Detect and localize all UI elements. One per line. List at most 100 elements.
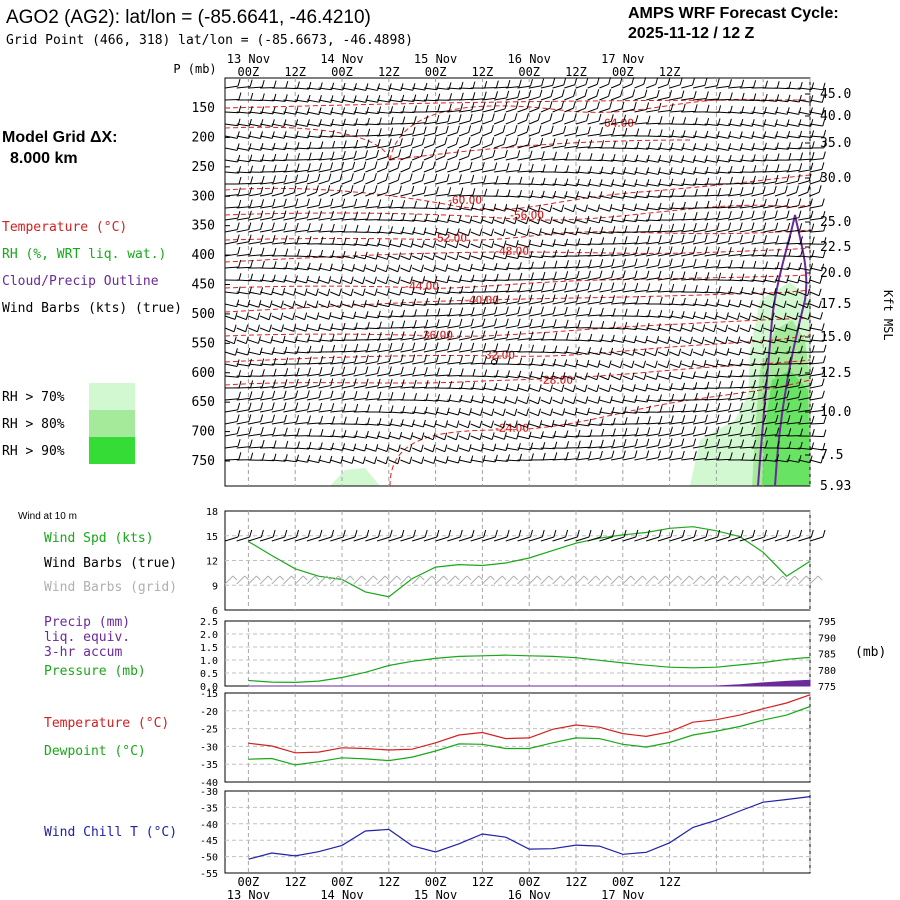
grid-wind-barb-flag bbox=[653, 575, 659, 581]
wind-barb bbox=[388, 192, 400, 197]
wind-barb bbox=[517, 144, 529, 149]
wind-barb-flag bbox=[413, 331, 416, 339]
wind-barb bbox=[798, 205, 811, 209]
wind-barb-flag bbox=[760, 312, 764, 320]
wind-barb bbox=[681, 97, 695, 101]
wind-barb bbox=[435, 435, 445, 441]
wind-barb bbox=[236, 206, 251, 209]
wind-barb bbox=[763, 315, 773, 321]
wind-barb-flag bbox=[807, 312, 811, 320]
wind-barb-flag bbox=[467, 240, 471, 248]
wind-barb bbox=[341, 303, 353, 308]
wind-barb-flag bbox=[741, 199, 745, 207]
wind-barb-flag bbox=[736, 324, 740, 332]
wind-barb bbox=[552, 158, 567, 161]
wind-barb bbox=[529, 387, 540, 392]
y2-tick-label: 780 bbox=[818, 666, 836, 677]
wind-barb-flag bbox=[573, 89, 577, 97]
wind-barb-flag bbox=[268, 312, 272, 320]
wind-barb-flag bbox=[819, 276, 823, 284]
wind-barb-flag bbox=[385, 276, 389, 284]
wind-barb bbox=[716, 135, 729, 139]
wind-barb-flag bbox=[775, 275, 779, 283]
wind-barb-flag bbox=[526, 228, 530, 236]
wind-barb-flag bbox=[283, 131, 287, 139]
wind-barb-flag bbox=[596, 77, 600, 85]
top-axis-label: 12Z bbox=[284, 65, 306, 79]
wind-barb bbox=[798, 327, 810, 332]
wind-barb bbox=[704, 241, 717, 245]
wind-barb bbox=[599, 265, 613, 269]
wind-barb-flag bbox=[576, 294, 580, 302]
wind-barb bbox=[587, 159, 602, 162]
wind-barb bbox=[283, 87, 298, 90]
wind-barb bbox=[798, 135, 812, 139]
wind-barb-flag bbox=[271, 210, 275, 218]
y-tick-label: 15 bbox=[206, 532, 218, 543]
wind-barb bbox=[505, 337, 519, 341]
wind-barb bbox=[634, 277, 648, 281]
wind-barb-flag bbox=[245, 336, 249, 344]
wind-barb bbox=[435, 279, 448, 284]
wind-barb-flag bbox=[350, 276, 354, 284]
wind-barb-flag bbox=[752, 426, 756, 435]
wind-barb bbox=[470, 109, 483, 113]
wind-barb bbox=[517, 131, 528, 137]
wind-barb-flag bbox=[398, 149, 402, 157]
wind-barb bbox=[423, 279, 436, 284]
temperature-contour bbox=[224, 334, 811, 363]
wind-barb bbox=[283, 303, 293, 309]
wind-barb-flag bbox=[751, 402, 755, 410]
wind-barb bbox=[540, 325, 555, 329]
wind-barb bbox=[763, 374, 778, 377]
wind-barb bbox=[365, 279, 375, 285]
wind-barb-flag bbox=[355, 139, 359, 148]
wind-barb bbox=[295, 447, 309, 450]
wind-barb-flag bbox=[362, 288, 366, 296]
wind-barb bbox=[681, 387, 695, 390]
wind-barb bbox=[681, 327, 692, 332]
wind-barb bbox=[657, 387, 671, 391]
wind-barb bbox=[400, 192, 412, 197]
wind-barb bbox=[271, 351, 285, 355]
wind-barb bbox=[575, 231, 589, 235]
wind-barb-flag bbox=[409, 161, 412, 169]
wind-barb bbox=[435, 349, 448, 353]
wind-barb-flag bbox=[762, 186, 766, 194]
wind-barb-flag bbox=[377, 431, 380, 439]
wind-barb bbox=[669, 110, 684, 113]
wind-barb-flag bbox=[753, 93, 757, 101]
wind-barb bbox=[798, 191, 808, 197]
wind-barb bbox=[622, 121, 636, 125]
wind-barb bbox=[751, 181, 765, 185]
wind-barb bbox=[517, 231, 528, 237]
wind-barb-flag bbox=[315, 288, 319, 296]
wind-barb bbox=[377, 111, 391, 114]
wind-barb-flag bbox=[600, 529, 604, 538]
wind-barb bbox=[341, 87, 355, 91]
bottom-axis-day: 14 Nov bbox=[320, 888, 363, 900]
wind-barb bbox=[517, 313, 530, 317]
temperature-contour-label: -44.00 bbox=[405, 279, 439, 293]
wind-barb-flag bbox=[565, 529, 569, 538]
wind-barb-flag bbox=[330, 107, 334, 115]
wind-barb-flag bbox=[247, 347, 251, 356]
wind-barb-flag bbox=[482, 306, 486, 315]
wind-barb-flag bbox=[506, 162, 510, 171]
wind-barb-flag bbox=[751, 222, 755, 230]
wind-barb-flag bbox=[399, 239, 403, 248]
wind-barb-flag bbox=[589, 440, 593, 448]
wind-barb bbox=[400, 219, 415, 222]
wind-barb bbox=[587, 133, 601, 137]
wind-barb-flag bbox=[659, 116, 663, 124]
wind-barb-flag bbox=[818, 288, 822, 296]
wind-barb bbox=[318, 447, 332, 451]
wind-barb bbox=[704, 159, 718, 163]
wind-barb-flag bbox=[529, 371, 533, 379]
wind-barb bbox=[306, 267, 320, 271]
wind-barb-flag bbox=[565, 152, 569, 160]
wind-barb-flag bbox=[506, 330, 510, 339]
wind-barb bbox=[341, 459, 353, 464]
wind-barb bbox=[493, 423, 504, 429]
wind-barb-flag bbox=[574, 216, 578, 224]
